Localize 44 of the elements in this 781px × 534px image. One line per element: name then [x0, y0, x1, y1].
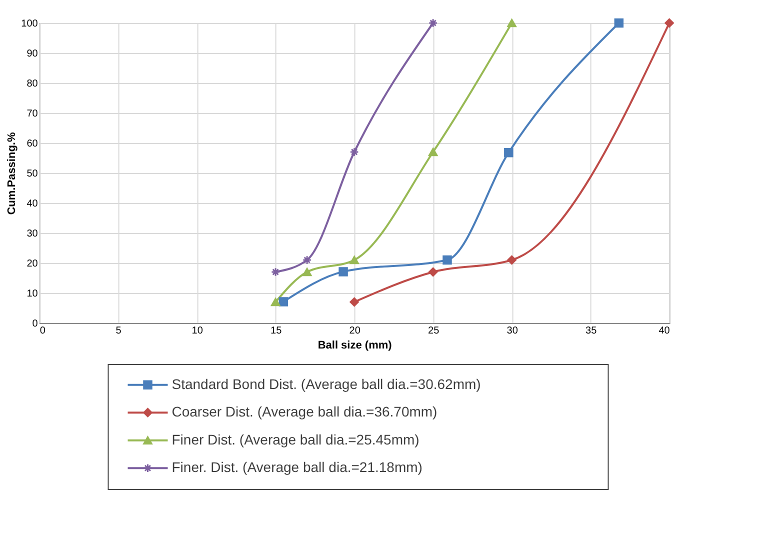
- point: [664, 18, 674, 28]
- point: [350, 256, 359, 264]
- point: [428, 18, 438, 28]
- point: [302, 255, 312, 265]
- y-axis-title: Cum.Passing.%: [6, 132, 18, 215]
- y-tick-label: 30: [26, 228, 38, 240]
- point: [270, 267, 280, 277]
- point: [507, 255, 516, 265]
- x-tick-label: 30: [506, 326, 518, 336]
- x-tick-label: 5: [116, 326, 122, 336]
- point: [504, 148, 514, 158]
- y-tick-label: 90: [26, 48, 38, 60]
- y-tick-label: 20: [26, 258, 38, 270]
- point: [338, 267, 348, 276]
- legend-label: Finer. Dist. (Average ball dia.=21.18mm): [172, 459, 422, 476]
- y-tick-label: 70: [26, 108, 38, 120]
- y-tick-label: 50: [26, 168, 38, 180]
- point: [270, 298, 280, 306]
- point: [442, 255, 452, 265]
- y-tick-label: 100: [21, 18, 38, 30]
- x-tick-label: 40: [658, 326, 670, 336]
- legend-label: Finer Dist. (Average ball dia.=25.45mm): [172, 431, 420, 448]
- point: [278, 297, 288, 306]
- point: [428, 267, 438, 277]
- y-tick-label: 40: [26, 198, 38, 210]
- x-tick-label: 10: [192, 326, 204, 336]
- x-axis-title: Ball size (mm): [318, 340, 392, 352]
- x-tick-label: 15: [270, 326, 282, 336]
- x-tick-label: 0: [40, 326, 46, 336]
- point: [428, 148, 438, 156]
- x-tick-label: 20: [349, 326, 361, 336]
- x-tick-label: 25: [428, 326, 440, 336]
- point: [350, 147, 359, 157]
- point: [507, 18, 516, 28]
- x-tick-label: 35: [586, 326, 598, 336]
- legend-label: Standard Bond Dist. (Average ball dia.=30.62mm): [172, 376, 481, 392]
- point: [302, 268, 312, 276]
- legend-label: Coarser Dist. (Average ball dia.=36.70mm): [172, 404, 438, 420]
- y-tick-label: 10: [26, 288, 38, 300]
- y-tick-label: 0: [32, 318, 38, 330]
- point: [614, 18, 624, 28]
- y-tick-label: 80: [26, 78, 38, 90]
- y-tick-label: 60: [26, 138, 38, 150]
- point: [350, 297, 359, 307]
